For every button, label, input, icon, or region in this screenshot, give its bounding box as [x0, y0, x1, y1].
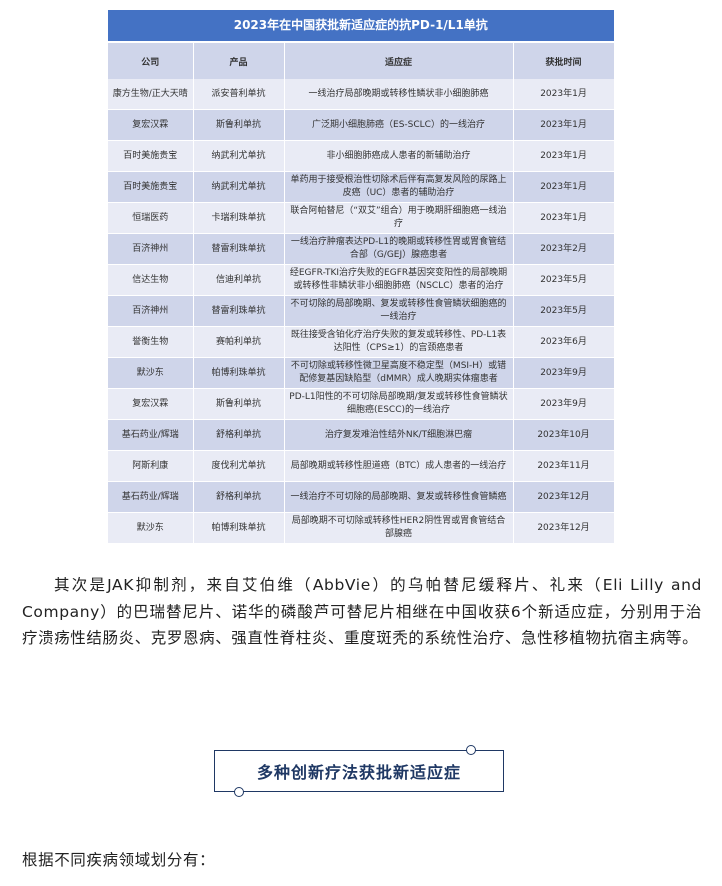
- indication-cell: 既往接受含铂化疗治疗失败的复发或转移性、PD-L1表达阳性（CPS≥1）的宫颈癌…: [284, 326, 514, 358]
- company-cell: 恒瑞医药: [108, 202, 194, 234]
- approval-date-cell: 2023年1月: [513, 171, 615, 203]
- indication-cell: 联合阿帕替尼（“双艾”组合）用于晚期肝细胞癌一线治疗: [284, 202, 514, 234]
- company-cell: 誉衡生物: [108, 326, 194, 358]
- indication-cell: 单药用于接受根治性切除术后伴有高复发风险的尿路上皮癌（UC）患者的辅助治疗: [284, 171, 514, 203]
- indication-cell: 治疗复发难治性结外NK/T细胞淋巴瘤: [284, 419, 514, 451]
- decorative-circle-icon: [234, 787, 244, 797]
- approval-date-cell: 2023年1月: [513, 109, 615, 141]
- table-row: 百时美施贵宝 纳武利尤单抗 单药用于接受根治性切除术后伴有高复发风险的尿路上皮癌（U…: [108, 171, 615, 203]
- product-cell: 斯鲁利单抗: [193, 388, 285, 420]
- section-heading-box: 多种创新疗法获批新适应症: [214, 750, 504, 792]
- approval-date-cell: 2023年11月: [513, 450, 615, 482]
- indication-cell: 不可切除或转移性微卫星高度不稳定型（MSI-H）或错配修复基因缺陷型（dMMR）…: [284, 357, 514, 389]
- table-row: 阿斯利康 度伐利尤单抗 局部晚期或转移性胆道癌（BTC）成人患者的一线治疗 2023年…: [108, 450, 615, 482]
- product-cell: 帕博利珠单抗: [193, 512, 285, 544]
- company-cell: 百时美施贵宝: [108, 171, 194, 203]
- product-cell: 卡瑞利珠单抗: [193, 202, 285, 234]
- company-cell: 复宏汉霖: [108, 388, 194, 420]
- product-cell: 纳武利尤单抗: [193, 140, 285, 172]
- indication-cell: 广泛期小细胞肺癌（ES-SCLC）的一线治疗: [284, 109, 514, 141]
- product-cell: 信迪利单抗: [193, 264, 285, 296]
- indication-cell: 不可切除的局部晚期、复发或转移性食管鳞状细胞癌的一线治疗: [284, 295, 514, 327]
- product-cell: 斯鲁利单抗: [193, 109, 285, 141]
- indication-cell: 局部晚期不可切除或转移性HER2阴性胃或胃食管结合部腺癌: [284, 512, 514, 544]
- company-cell: 基石药业/辉瑞: [108, 419, 194, 451]
- table-header-row: 公司 产品 适应症 获批时间: [108, 42, 615, 79]
- product-cell: 替雷利珠单抗: [193, 233, 285, 265]
- table-row: 百济神州 替雷利珠单抗 一线治疗肿瘤表达PD-L1的晚期或转移性胃或胃食管结合部（G…: [108, 233, 615, 265]
- indication-cell: 一线治疗肿瘤表达PD-L1的晚期或转移性胃或胃食管结合部（G/GEJ）腺癌患者: [284, 233, 514, 265]
- section-heading: 多种创新疗法获批新适应症: [256, 763, 461, 782]
- approval-date-cell: 2023年9月: [513, 388, 615, 420]
- table-row: 百济神州 替雷利珠单抗 不可切除的局部晚期、复发或转移性食管鳞状细胞癌的一线治疗 20…: [108, 295, 615, 327]
- footer-text: 根据不同疾病领域划分有：: [22, 851, 216, 869]
- product-cell: 帕博利珠单抗: [193, 357, 285, 389]
- company-cell: 百时美施贵宝: [108, 140, 194, 172]
- approval-date-cell: 2023年2月: [513, 233, 615, 265]
- column-header: 获批时间: [513, 42, 615, 79]
- body-paragraph: 其次是JAK抑制剂，来自艾伯维（AbbVie）的乌帕替尼缓释片、礼来（Eli L…: [22, 576, 702, 647]
- table-row: 基石药业/辉瑞 舒格利单抗 治疗复发难治性结外NK/T细胞淋巴瘤 2023年10月: [108, 419, 615, 451]
- decorative-circle-icon: [466, 745, 476, 755]
- table-row: 复宏汉霖 斯鲁利单抗 PD-L1阳性的不可切除局部晚期/复发或转移性食管鳞状细胞癌(…: [108, 388, 615, 420]
- product-cell: 舒格利单抗: [193, 419, 285, 451]
- table-row: 康方生物/正大天晴 派安普利单抗 一线治疗局部晚期或转移性鳞状非小细胞肺癌 2023年…: [108, 79, 615, 110]
- table-row: 默沙东 帕博利珠单抗 局部晚期不可切除或转移性HER2阴性胃或胃食管结合部腺癌 202…: [108, 512, 615, 544]
- table-row: 基石药业/辉瑞 舒格利单抗 一线治疗不可切除的局部晚期、复发或转移性食管鳞癌 2023…: [108, 481, 615, 513]
- column-header: 适应症: [284, 42, 514, 79]
- indication-cell: 非小细胞肺癌成人患者的新辅助治疗: [284, 140, 514, 172]
- approval-date-cell: 2023年10月: [513, 419, 615, 451]
- approval-date-cell: 2023年5月: [513, 295, 615, 327]
- company-cell: 复宏汉霖: [108, 109, 194, 141]
- table-title: 2023年在中国获批新适应症的抗PD-1/L1单抗: [108, 10, 615, 43]
- product-cell: 派安普利单抗: [193, 79, 285, 110]
- indication-cell: 局部晚期或转移性胆道癌（BTC）成人患者的一线治疗: [284, 450, 514, 482]
- approval-date-cell: 2023年5月: [513, 264, 615, 296]
- table-row: 复宏汉霖 斯鲁利单抗 广泛期小细胞肺癌（ES-SCLC）的一线治疗 2023年1月: [108, 109, 615, 141]
- company-cell: 基石药业/辉瑞: [108, 481, 194, 513]
- product-cell: 赛帕利单抗: [193, 326, 285, 358]
- company-cell: 默沙东: [108, 512, 194, 544]
- company-cell: 百济神州: [108, 233, 194, 265]
- approval-date-cell: 2023年1月: [513, 79, 615, 110]
- company-cell: 默沙东: [108, 357, 194, 389]
- company-cell: 信达生物: [108, 264, 194, 296]
- approval-date-cell: 2023年12月: [513, 512, 615, 544]
- table-row: 默沙东 帕博利珠单抗 不可切除或转移性微卫星高度不稳定型（MSI-H）或错配修复基因…: [108, 357, 615, 389]
- product-cell: 度伐利尤单抗: [193, 450, 285, 482]
- column-header: 公司: [108, 42, 194, 79]
- product-cell: 替雷利珠单抗: [193, 295, 285, 327]
- approval-date-cell: 2023年1月: [513, 140, 615, 172]
- product-cell: 纳武利尤单抗: [193, 171, 285, 203]
- table-row: 百时美施贵宝 纳武利尤单抗 非小细胞肺癌成人患者的新辅助治疗 2023年1月: [108, 140, 615, 172]
- approval-date-cell: 2023年12月: [513, 481, 615, 513]
- approvals-table: 2023年在中国获批新适应症的抗PD-1/L1单抗 公司 产品 适应症 获批时间 康方…: [108, 10, 615, 544]
- indication-cell: 一线治疗局部晚期或转移性鳞状非小细胞肺癌: [284, 79, 514, 110]
- table-row: 誉衡生物 赛帕利单抗 既往接受含铂化疗治疗失败的复发或转移性、PD-L1表达阳性（C…: [108, 326, 615, 358]
- indication-cell: PD-L1阳性的不可切除局部晚期/复发或转移性食管鳞状细胞癌(ESCC)的一线治…: [284, 388, 514, 420]
- indication-cell: 一线治疗不可切除的局部晚期、复发或转移性食管鳞癌: [284, 481, 514, 513]
- company-cell: 阿斯利康: [108, 450, 194, 482]
- product-cell: 舒格利单抗: [193, 481, 285, 513]
- table-row: 信达生物 信迪利单抗 经EGFR-TKI治疗失败的EGFR基因突变阳性的局部晚期或转…: [108, 264, 615, 296]
- approval-date-cell: 2023年9月: [513, 357, 615, 389]
- approval-date-cell: 2023年1月: [513, 202, 615, 234]
- indication-cell: 经EGFR-TKI治疗失败的EGFR基因突变阳性的局部晚期或转移性非鳞状非小细胞…: [284, 264, 514, 296]
- company-cell: 康方生物/正大天晴: [108, 79, 194, 110]
- column-header: 产品: [193, 42, 285, 79]
- table-row: 恒瑞医药 卡瑞利珠单抗 联合阿帕替尼（“双艾”组合）用于晚期肝细胞癌一线治疗 2023…: [108, 202, 615, 234]
- company-cell: 百济神州: [108, 295, 194, 327]
- approval-date-cell: 2023年6月: [513, 326, 615, 358]
